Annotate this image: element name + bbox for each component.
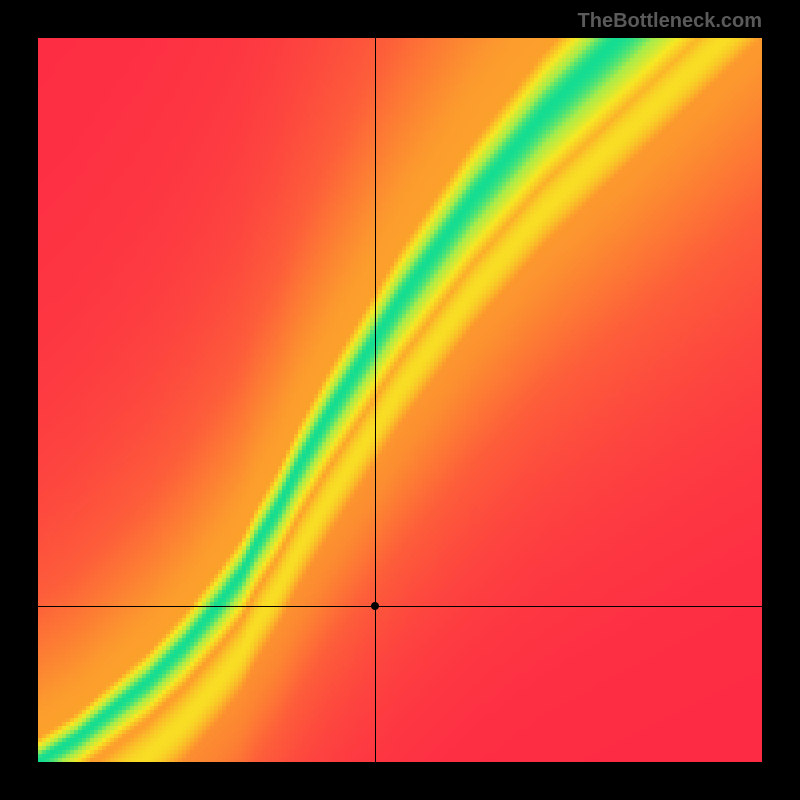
heatmap-canvas [38, 38, 762, 762]
crosshair-vertical [375, 38, 376, 762]
crosshair-horizontal [38, 606, 762, 607]
marker-dot [371, 602, 379, 610]
watermark-text: TheBottleneck.com [578, 10, 762, 33]
chart-frame: TheBottleneck.com [0, 0, 800, 800]
plot-area [38, 38, 762, 762]
